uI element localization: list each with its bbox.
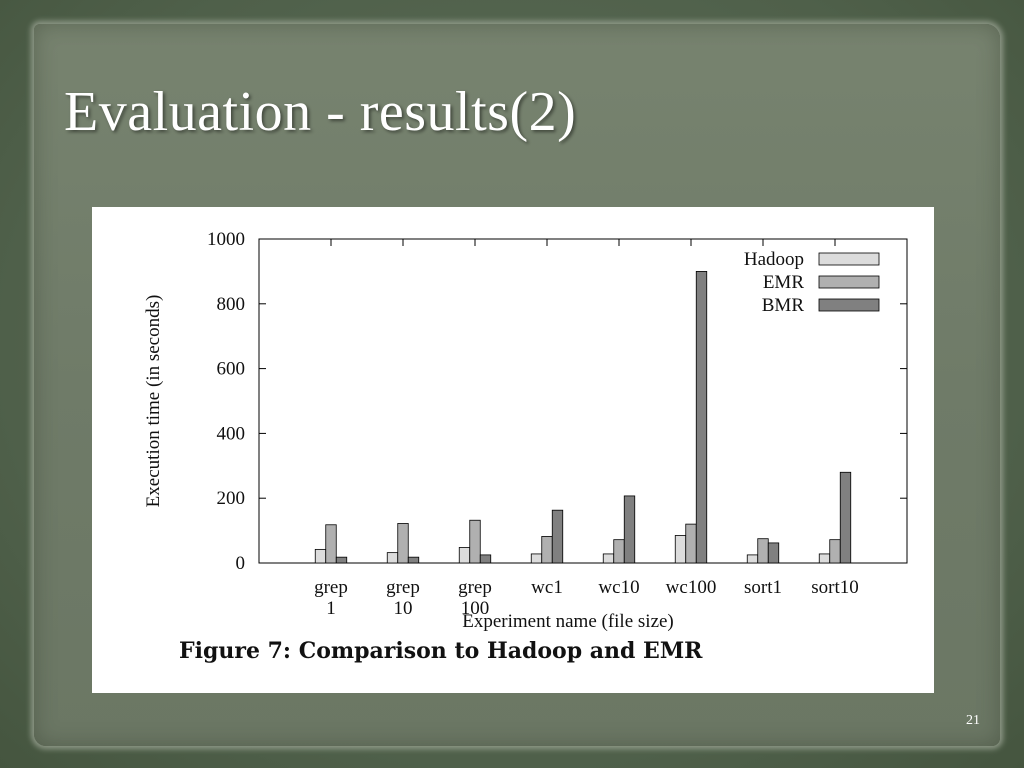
bar-hadoop [746, 554, 759, 564]
y-tick-label: 1000 [207, 229, 245, 250]
legend-label: BMR [762, 295, 805, 316]
figure: 0 200 400 600 800 1000 Execution time (in seco… [92, 207, 934, 693]
x-tick-label: grep [386, 577, 420, 598]
y-tick-label: 400 [217, 423, 246, 444]
x-tick-label: 10 [394, 598, 413, 619]
bar-emr [469, 519, 481, 564]
legend-label: Hadoop [744, 249, 804, 270]
bar-emr [685, 523, 697, 564]
legend-swatch-hadoop [818, 252, 880, 266]
legend-swatch-bmr [818, 298, 880, 312]
slide-title: Evaluation - results(2) [64, 81, 577, 143]
y-tick-label: 0 [236, 553, 246, 574]
bar-bmr [839, 471, 852, 564]
bar-hadoop [818, 553, 831, 564]
bar-hadoop [386, 552, 399, 564]
x-tick-label: sort1 [744, 577, 782, 598]
bar-emr [829, 539, 841, 564]
legend-swatch-emr [818, 275, 880, 289]
bar-bmr [407, 556, 420, 564]
x-tick-label: 1 [326, 598, 336, 619]
y-tick-label: 200 [217, 488, 246, 509]
bar-bmr [623, 495, 636, 564]
bar-bmr [767, 542, 780, 564]
bar-bmr [695, 271, 708, 564]
bar-hadoop [602, 553, 615, 564]
bar-chart: 0 200 400 600 800 1000 Execution time (in seco… [143, 229, 908, 632]
x-tick-label: grep [314, 577, 348, 598]
bar-emr [397, 523, 409, 564]
x-tick-label: sort10 [811, 577, 859, 598]
figure-caption: Figure 7: Comparison to Hadoop and EMR [179, 638, 703, 664]
y-axis-label: Execution time (in seconds) [143, 295, 164, 508]
bar-hadoop [530, 553, 543, 564]
page-number: 21 [966, 713, 980, 728]
bar-hadoop [314, 548, 327, 564]
x-tick-label: wc100 [666, 577, 717, 598]
legend-label: EMR [763, 272, 805, 293]
bar-emr [613, 539, 625, 564]
plot-frame [258, 238, 908, 564]
bar-hadoop [674, 535, 687, 564]
y-tick-label: 800 [217, 294, 246, 315]
x-tick-label: grep [458, 577, 492, 598]
bar-hadoop [458, 547, 471, 564]
bar-emr [325, 524, 337, 564]
x-axis-label: Experiment name (file size) [462, 611, 674, 632]
x-tick-label: wc10 [598, 577, 639, 598]
x-tick-label: wc1 [531, 577, 563, 598]
y-tick-label: 600 [217, 359, 246, 380]
bar-emr [757, 538, 769, 564]
bar-emr [541, 536, 553, 564]
bar-bmr [551, 509, 564, 564]
bar-bmr [335, 556, 348, 564]
bar-bmr [479, 554, 492, 564]
x-tick-label: 100 [461, 598, 490, 619]
